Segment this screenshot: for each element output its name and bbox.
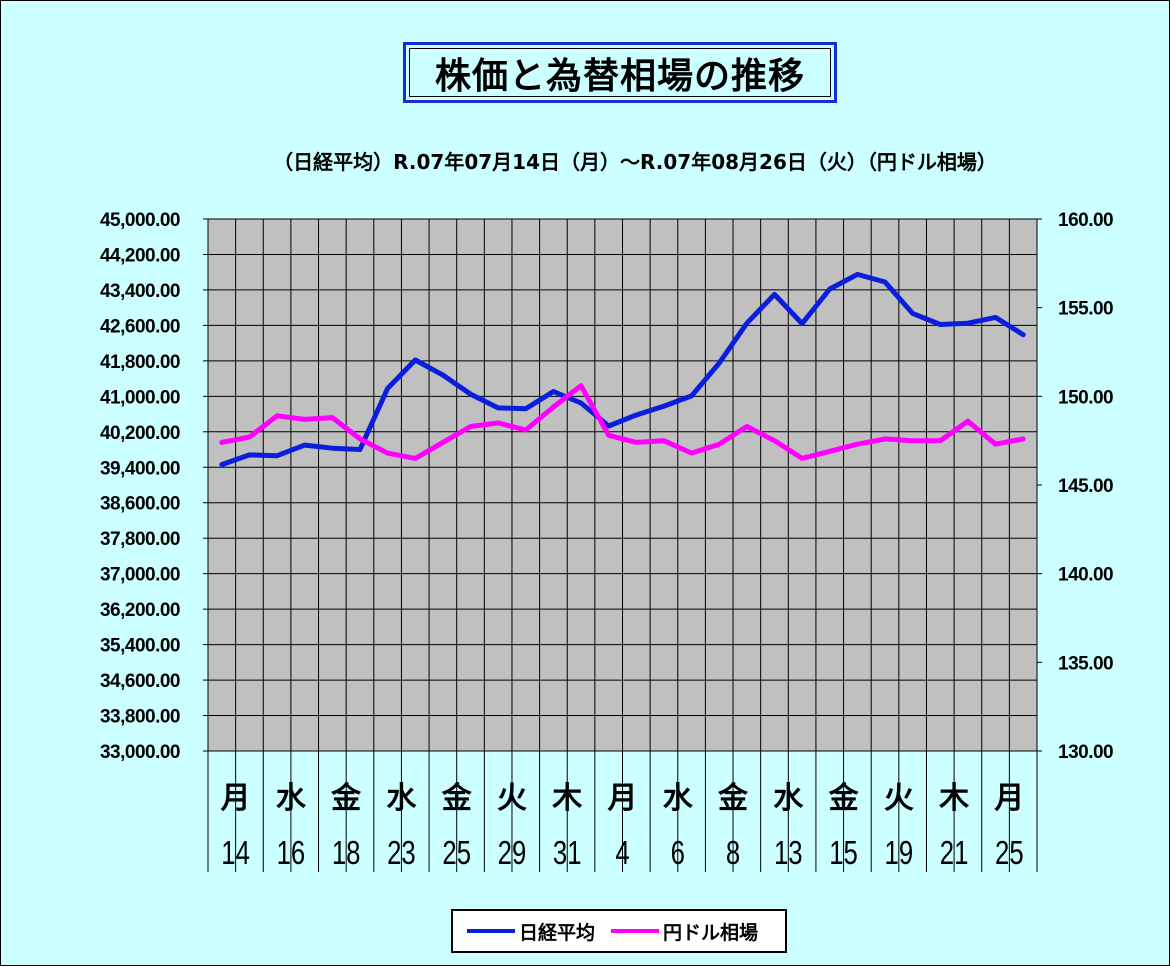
x-weekday-label: 金 (441, 781, 473, 816)
right-y-tick-label: 155.00 (1058, 299, 1113, 320)
left-y-tick-label: 34,600.00 (100, 671, 180, 692)
x-weekday-label: 木 (938, 781, 969, 816)
left-y-tick-label: 41,000.00 (100, 387, 180, 408)
x-day-label: 18 (332, 835, 361, 872)
x-day-label: 8 (726, 835, 740, 872)
x-day-label: 4 (615, 835, 629, 872)
title-inner-border (409, 48, 831, 97)
x-weekday-label: 木 (551, 781, 582, 816)
chart-title-box: 株価と為替相場の推移 (403, 42, 837, 103)
x-day-label: 16 (277, 835, 306, 872)
left-y-tick-label: 35,400.00 (100, 636, 180, 657)
legend-item-yen-dollar: 円ドル相場 (611, 918, 758, 945)
right-y-tick-label: 130.00 (1058, 742, 1113, 763)
x-weekday-label: 火 (884, 781, 914, 816)
left-y-tick-label: 44,200.00 (100, 245, 180, 266)
left-y-tick-label: 37,800.00 (100, 529, 180, 550)
right-y-tick-label: 150.00 (1058, 387, 1113, 408)
chart-title: 株価と為替相場の推移 (434, 55, 805, 97)
x-day-label: 23 (387, 835, 416, 872)
left-y-tick-label: 33,800.00 (100, 707, 180, 728)
yen-dollar-series-line (219, 383, 1026, 461)
left-y-tick-label: 36,200.00 (100, 600, 180, 621)
left-y-tick-label: 33,000.00 (100, 742, 180, 763)
right-y-axis: 160.00 155.00 150.00 145.00 140.00 135.00 130.… (1037, 210, 1114, 763)
left-y-tick-label: 40,200.00 (100, 423, 180, 444)
x-weekday-label: 月 (221, 781, 251, 816)
x-weekday-label: 金 (717, 781, 749, 816)
left-y-tick-label: 39,400.00 (100, 458, 180, 479)
x-axis-label-grid (207, 751, 1038, 872)
legend-label-yen-dollar: 円ドル相場 (663, 921, 759, 944)
left-y-tick-label: 37,000.00 (100, 565, 180, 586)
nikkei-series-line (219, 271, 1026, 468)
x-axis-labels: 月水金水金火木月水金水金火木月14 16 18 23 25 29 31 4 6 8 13 15 19 21… (221, 781, 1025, 872)
right-y-tick-label: 160.00 (1058, 210, 1113, 231)
legend: 日経平均 円ドル相場 (451, 909, 787, 953)
right-y-tick-label: 145.00 (1058, 476, 1113, 497)
left-y-tick-label: 41,800.00 (100, 352, 180, 373)
left-y-tick-label: 38,600.00 (100, 494, 180, 515)
x-day-label: 31 (553, 835, 582, 872)
legend-label-nikkei: 日経平均 (519, 921, 596, 944)
x-weekday-label: 火 (497, 781, 527, 816)
x-day-label: 13 (774, 835, 803, 872)
legend-item-nikkei: 日経平均 (467, 918, 595, 945)
x-day-label: 29 (498, 835, 527, 872)
x-weekday-label: 金 (828, 781, 860, 816)
legend-swatch-nikkei (467, 929, 515, 933)
left-y-tick-label: 43,400.00 (100, 281, 180, 302)
x-day-label: 25 (995, 835, 1024, 872)
x-day-label: 21 (940, 835, 969, 872)
x-weekday-label: 月 (994, 781, 1024, 816)
right-y-tick-label: 140.00 (1058, 565, 1113, 586)
left-y-tick-label: 45,000.00 (100, 210, 180, 231)
x-day-label: 25 (442, 835, 471, 872)
left-y-axis: 45,000.00 44,200.00 43,400.00 42,600.00 41,8… (100, 210, 208, 763)
right-y-tick-label: 135.00 (1058, 653, 1113, 674)
x-day-label: 14 (221, 835, 250, 872)
x-day-label: 19 (885, 835, 914, 872)
x-weekday-label: 水 (386, 781, 417, 816)
left-y-tick-label: 42,600.00 (100, 316, 180, 337)
x-weekday-label: 水 (276, 781, 307, 816)
x-day-label: 6 (671, 835, 685, 872)
x-weekday-label: 金 (330, 781, 362, 816)
x-weekday-label: 水 (663, 781, 694, 816)
chart-subtitle: （日経平均）R.07年07月14日（月）～R.07年08月26日（火）（円ドル相… (273, 150, 997, 174)
x-weekday-label: 水 (773, 781, 804, 816)
legend-swatch-yen-dollar (611, 929, 660, 933)
x-day-label: 15 (829, 835, 858, 872)
grid-lines (208, 219, 1037, 751)
x-weekday-label: 月 (608, 781, 638, 816)
series-lines (219, 271, 1026, 468)
